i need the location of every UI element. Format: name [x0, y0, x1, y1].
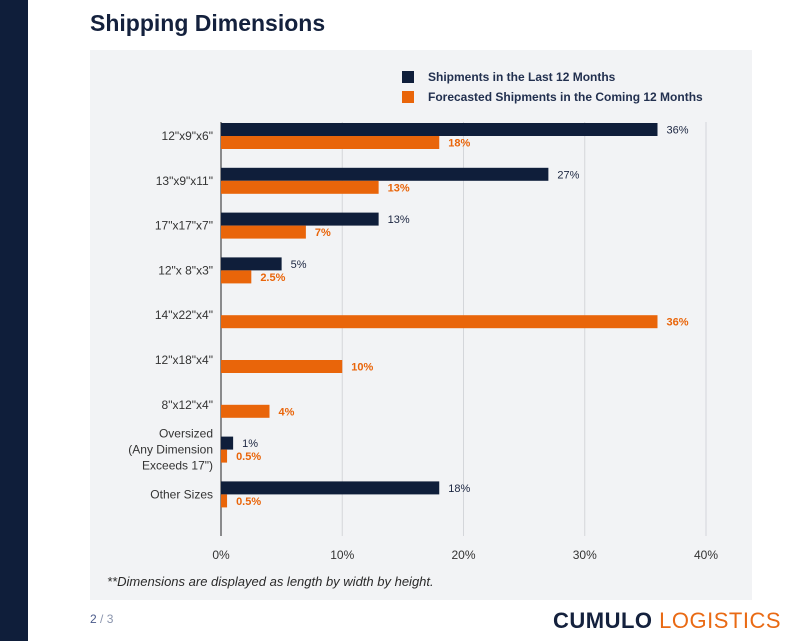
data-label-forecast: 0.5% [236, 451, 261, 463]
bar-last-12-months [221, 123, 658, 136]
company-logo: CUMULO LOGISTICS [553, 608, 781, 634]
bar-last-12-months [221, 257, 282, 271]
y-category-label: 12"x9"x6" [162, 129, 213, 143]
data-label-forecast: 4% [279, 406, 295, 418]
chart-legend: Shipments in the Last 12 Months Forecast… [402, 67, 703, 107]
legend-item-forecast: Forecasted Shipments in the Coming 12 Mo… [402, 87, 703, 107]
data-label-forecast: 7% [315, 227, 331, 239]
legend-label-last-12-months: Shipments in the Last 12 Months [428, 70, 616, 84]
page-number: 2 / 3 [90, 612, 113, 626]
legend-swatch-navy [402, 71, 414, 83]
y-category-label: 8"x12"x4" [162, 398, 213, 412]
x-tick-label: 10% [330, 548, 354, 562]
chart-panel: 0% 10% 20% 30% 40% 12"x9"x6" 36% 18% 13"x9"x11" 2… [90, 50, 752, 600]
page-separator: / [96, 612, 107, 626]
legend-swatch-orange [402, 91, 414, 103]
data-label-last-12-months: 27% [557, 169, 579, 181]
bar-forecast [221, 225, 306, 239]
data-label-last-12-months: 36% [667, 125, 689, 137]
y-category-label: 17"x17"x7" [155, 219, 213, 233]
bar-forecast [221, 270, 252, 284]
data-label-forecast: 0.5% [236, 496, 261, 508]
bar-forecast [221, 180, 379, 194]
bar-forecast [221, 360, 343, 373]
bar-forecast [221, 449, 228, 463]
bar-forecast [221, 404, 270, 418]
footnote: **Dimensions are displayed as length by … [107, 574, 434, 589]
y-category-label: Exceeds 17") [142, 459, 213, 473]
y-category-label: Oversized [159, 427, 213, 441]
bar-forecast [221, 494, 228, 508]
bar-chart: 0% 10% 20% 30% 40% 12"x9"x6" 36% 18% 13"x9"x11" 2… [128, 122, 718, 562]
y-category-label: 12"x18"x4" [155, 353, 213, 367]
bar-forecast [221, 136, 440, 149]
bar-last-12-months [221, 212, 379, 226]
bar-last-12-months [221, 481, 440, 495]
side-band [0, 0, 28, 641]
x-tick-label: 0% [212, 548, 230, 562]
x-tick-label: 30% [573, 548, 597, 562]
logo-word-logistics: LOGISTICS [652, 608, 782, 633]
x-tick-label: 40% [694, 548, 718, 562]
bar-last-12-months [221, 436, 234, 450]
logo-word-cumulo: CUMULO [553, 608, 653, 633]
y-category-label: 14"x22"x4" [155, 308, 213, 322]
legend-item-last-12-months: Shipments in the Last 12 Months [402, 67, 703, 87]
y-category-label: (Any Dimension [128, 443, 213, 457]
data-label-forecast: 10% [351, 362, 373, 374]
page-current: 2 [90, 612, 97, 626]
x-tick-label: 20% [451, 548, 475, 562]
bar-forecast [221, 315, 658, 329]
page-title: Shipping Dimensions [90, 10, 326, 36]
data-label-forecast: 18% [448, 138, 470, 150]
data-label-forecast: 13% [388, 182, 410, 194]
data-label-last-12-months: 18% [448, 483, 470, 495]
data-label-forecast: 2.5% [260, 272, 285, 284]
y-category-label: Other Sizes [150, 487, 213, 501]
bar-last-12-months [221, 167, 549, 181]
data-label-forecast: 36% [667, 317, 689, 329]
y-category-label: 12"x 8"x3" [158, 263, 213, 277]
data-label-last-12-months: 5% [291, 259, 307, 271]
y-category-label: 13"x9"x11" [156, 174, 213, 188]
legend-label-forecast: Forecasted Shipments in the Coming 12 Mo… [428, 90, 703, 104]
data-label-last-12-months: 13% [388, 214, 410, 226]
page-total: 3 [106, 612, 114, 626]
data-label-last-12-months: 1% [242, 438, 258, 450]
